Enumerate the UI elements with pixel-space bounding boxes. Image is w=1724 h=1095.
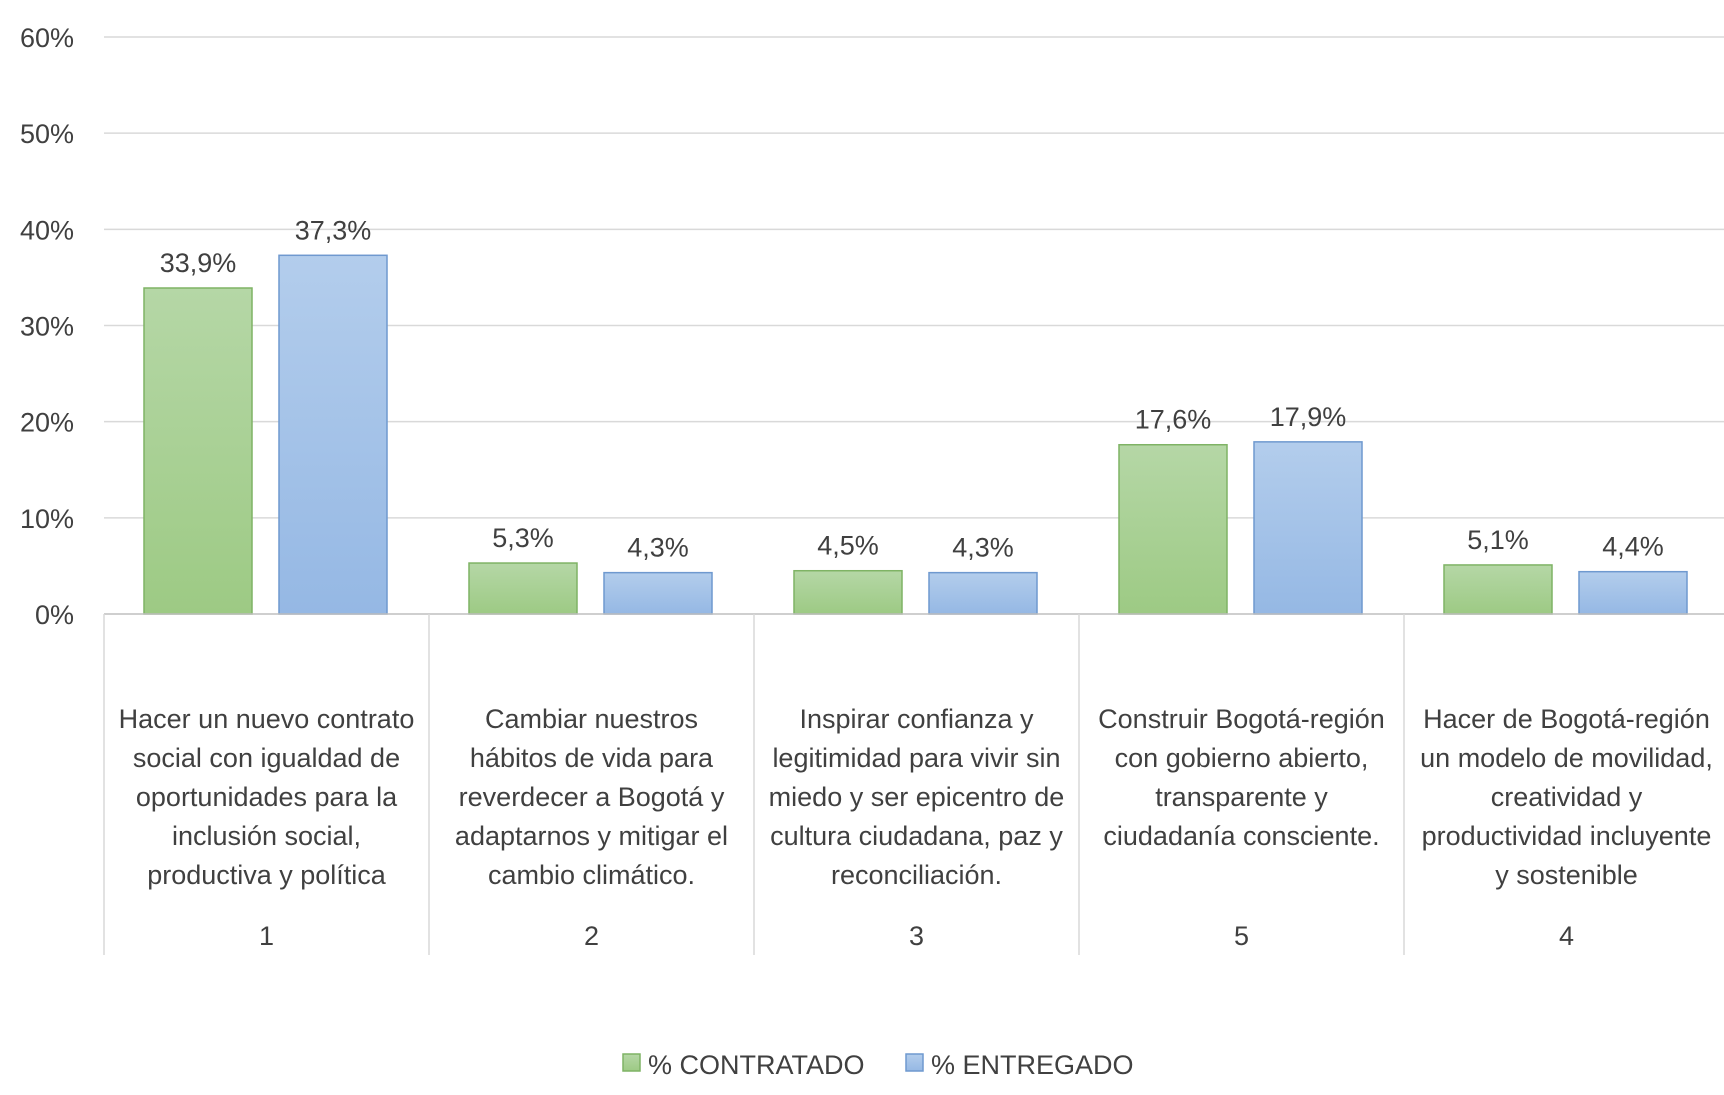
y-tick-label: 30% bbox=[20, 312, 74, 342]
data-label: 4,5% bbox=[817, 531, 879, 561]
category-label-line: Cambiar nuestros bbox=[485, 704, 698, 734]
bar-contratado bbox=[1443, 564, 1553, 615]
legend-swatch bbox=[622, 1053, 641, 1072]
bar-contratado bbox=[143, 287, 253, 615]
category-label-line: adaptarnos y mitigar el bbox=[455, 821, 728, 851]
category-label-line: hábitos de vida para bbox=[470, 743, 714, 773]
category-number: 2 bbox=[584, 921, 599, 951]
y-tick-label: 50% bbox=[20, 119, 74, 149]
data-labels: 33,9% 37,3% 5,3% 4,3% 4,5% 4,3% 17,6% 17,9% 5,1%… bbox=[160, 215, 1664, 562]
bar-entregado bbox=[928, 571, 1038, 615]
bars bbox=[143, 254, 1688, 615]
data-label: 5,3% bbox=[492, 523, 554, 553]
category-label-line: miedo y ser epicentro de bbox=[769, 782, 1065, 812]
category-label-line: social con igualdad de bbox=[133, 743, 400, 773]
category-number: 4 bbox=[1559, 921, 1574, 951]
category-label-line: un modelo de movilidad, bbox=[1420, 743, 1713, 773]
data-label: 33,9% bbox=[160, 248, 237, 278]
data-label: 4,4% bbox=[1602, 532, 1664, 562]
bar-contratado bbox=[468, 562, 578, 615]
category-number: 1 bbox=[259, 921, 274, 951]
bar-entregado bbox=[1578, 570, 1688, 615]
data-label: 4,3% bbox=[627, 533, 689, 563]
category-label-line: oportunidades para la bbox=[136, 782, 398, 812]
category-label-line: transparente y bbox=[1155, 782, 1328, 812]
category-label-line: creatividad y bbox=[1491, 782, 1643, 812]
category-label-line: Hacer de Bogotá-región bbox=[1423, 704, 1710, 734]
category-label-line: productiva y política bbox=[147, 860, 387, 890]
data-label: 17,9% bbox=[1270, 402, 1347, 432]
bar-entregado bbox=[278, 254, 388, 615]
legend-label: % CONTRATADO bbox=[648, 1050, 865, 1080]
y-tick-label: 10% bbox=[20, 504, 74, 534]
data-label: 37,3% bbox=[295, 215, 372, 245]
bar-contratado bbox=[793, 569, 903, 615]
data-label: 17,6% bbox=[1135, 405, 1212, 435]
category-label-line: ciudadanía consciente. bbox=[1103, 821, 1379, 851]
category-label-line: productividad incluyente bbox=[1422, 821, 1712, 851]
legend-label: % ENTREGADO bbox=[931, 1050, 1134, 1080]
x-axis: Hacer un nuevo contrato social con iguald… bbox=[103, 613, 1724, 955]
data-label: 5,1% bbox=[1467, 525, 1529, 555]
y-tick-label: 60% bbox=[20, 23, 74, 53]
bar-contratado bbox=[1118, 443, 1228, 615]
y-tick-label: 20% bbox=[20, 408, 74, 438]
y-tick-label: 40% bbox=[20, 215, 74, 245]
category-label-line: cultura ciudadana, paz y bbox=[770, 821, 1063, 851]
category-label-line: inclusión social, bbox=[172, 821, 361, 851]
category-label-line: reverdecer a Bogotá y bbox=[459, 782, 725, 812]
data-label: 4,3% bbox=[952, 533, 1014, 563]
category-number: 5 bbox=[1234, 921, 1249, 951]
bar-entregado bbox=[1253, 441, 1363, 615]
legend-swatch bbox=[905, 1053, 924, 1072]
category-label-line: legitimidad para vivir sin bbox=[772, 743, 1060, 773]
category-label-line: cambio climático. bbox=[488, 860, 695, 890]
category-number: 3 bbox=[909, 921, 924, 951]
category-label-line: Construir Bogotá-región bbox=[1098, 704, 1385, 734]
y-tick-label: 0% bbox=[35, 600, 74, 630]
category-label-line: con gobierno abierto, bbox=[1115, 743, 1369, 773]
category-label-line: reconciliación. bbox=[831, 860, 1002, 890]
bar-entregado bbox=[603, 571, 713, 615]
category-label-line: Hacer un nuevo contrato bbox=[119, 704, 415, 734]
legend: % CONTRATADO % ENTREGADO bbox=[622, 1050, 1134, 1080]
y-axis-tick-labels: 0% 10% 20% 30% 40% 50% 60% bbox=[20, 23, 74, 630]
category-label-line: y sostenible bbox=[1495, 860, 1638, 890]
category-label-line: Inspirar confianza y bbox=[799, 704, 1034, 734]
